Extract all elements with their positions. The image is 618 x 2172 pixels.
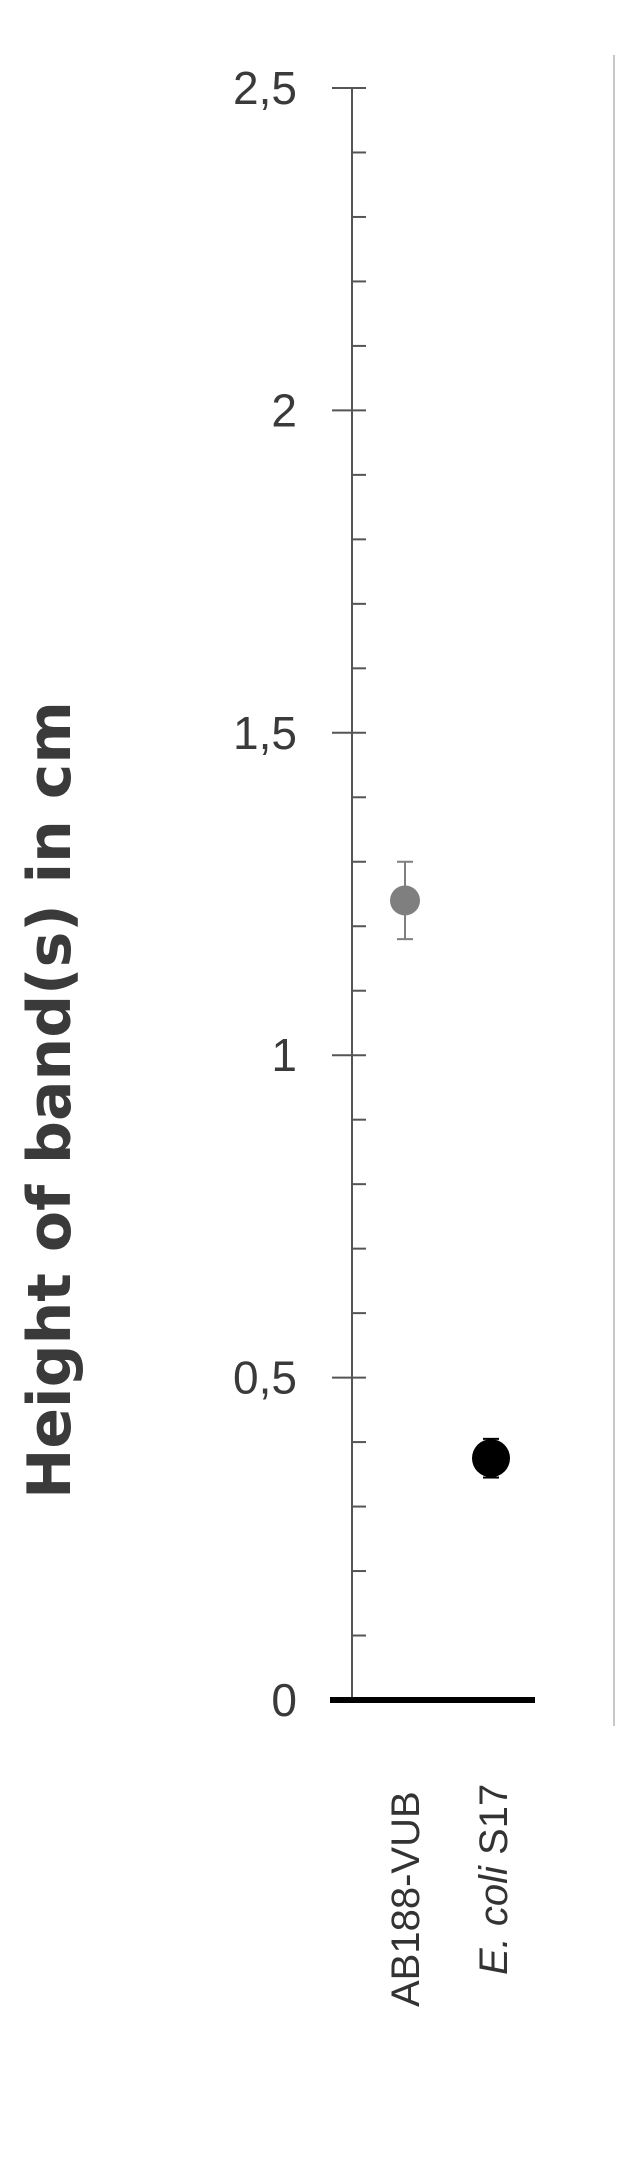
data-point [472,1439,510,1478]
y-tick-label: 0,5 [233,1352,297,1404]
y-tick-label: 2,5 [233,62,297,114]
y-tick-label: 1,5 [233,707,297,759]
data-points [390,860,510,1479]
category-label-e-coli-s17: E. coli S17 [472,1784,516,1975]
category-label-e-coli-italic: E. coli [472,1865,516,1975]
y-axis-ticks [332,87,366,1701]
y-tick-label: 2 [271,384,297,436]
category-label-e-coli-text: S17 [472,1784,516,1866]
y-axis-label: Height of band(s) in cm [15,701,85,1499]
y-axis-tick-labels: 0 0,5 1 1,5 2 2,5 [233,62,297,1726]
y-tick-label: 1 [271,1029,297,1081]
y-tick-label: 0 [271,1674,297,1726]
category-label-ab188-vub-text: AB188-VUB [384,1791,428,2007]
data-point [390,885,420,916]
category-label-ab188-vub: AB188-VUB [384,1791,428,2007]
